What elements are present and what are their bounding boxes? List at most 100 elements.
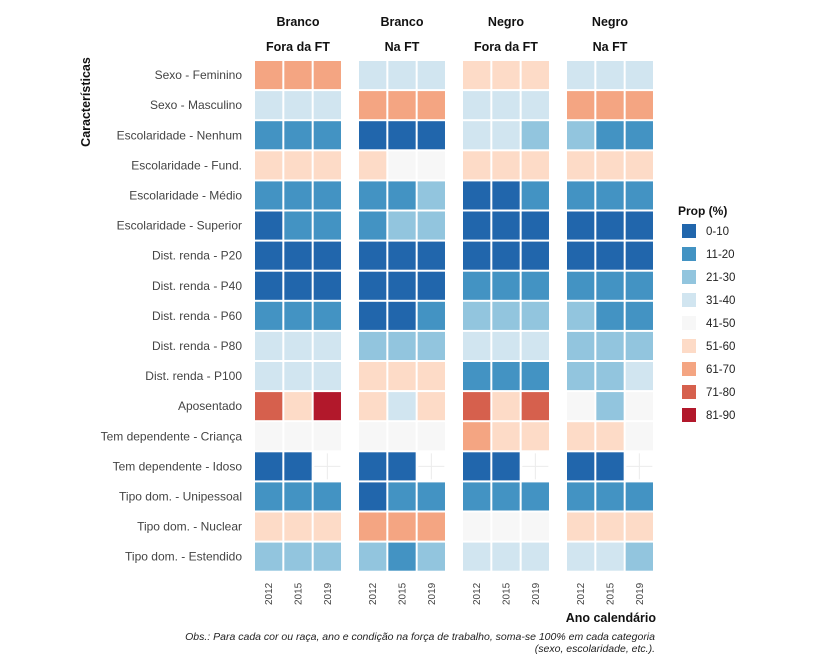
heatmap-cell	[521, 362, 549, 391]
heatmap-cell	[567, 271, 595, 300]
row-labels: Sexo - Feminino Sexo - Masculino Escolarid…	[101, 68, 243, 564]
heatmap-cell	[417, 482, 445, 511]
heatmap-cell	[359, 422, 387, 451]
heatmap-cell	[596, 452, 624, 481]
heatmap-cell	[388, 331, 416, 360]
panel-race-label: Negro	[488, 15, 524, 29]
heatmap-cell	[521, 121, 549, 150]
heatmap-cell	[596, 392, 624, 421]
heatmap-cell	[388, 362, 416, 391]
heatmap-cell	[359, 181, 387, 210]
heatmap-cell	[313, 151, 341, 180]
heatmap-cell	[313, 181, 341, 210]
heatmap-cell	[313, 211, 341, 240]
legend-swatch	[682, 224, 696, 238]
heatmap-cell	[625, 512, 653, 541]
heatmap-cell	[463, 121, 491, 150]
heatmap-cell	[567, 542, 595, 571]
row-label: Dist. renda - P80	[152, 339, 242, 353]
heatmap-cell	[417, 512, 445, 541]
heatmap-cell	[625, 211, 653, 240]
heatmap-cell	[625, 422, 653, 451]
heatmap-cell	[596, 301, 624, 330]
x-tick-label: 2019	[531, 582, 542, 605]
heatmap-cell	[463, 422, 491, 451]
heatmap-cell	[313, 392, 341, 421]
heatmap-cell	[521, 422, 549, 451]
heatmap-cell	[463, 542, 491, 571]
heatmap-cell	[463, 362, 491, 391]
heatmap-cell	[388, 542, 416, 571]
heatmap-cell	[596, 512, 624, 541]
heatmap-cell	[284, 452, 312, 481]
heatmap-cell	[521, 241, 549, 270]
heatmap-cell	[596, 422, 624, 451]
heatmap-cell	[625, 91, 653, 120]
heatmap-cell	[388, 452, 416, 481]
heatmap-cell	[284, 362, 312, 391]
heatmap-cell	[567, 452, 595, 481]
heatmap-cell	[284, 211, 312, 240]
footnote-line-2: (sexo, escolaridade, etc.).	[534, 643, 655, 655]
panel-condition-label: Fora da FT	[266, 40, 330, 54]
heatmap-cell	[492, 362, 520, 391]
legend-label: 51-60	[706, 341, 735, 353]
heatmap-cell	[255, 211, 283, 240]
heatmap-cell	[284, 241, 312, 270]
heatmap-cell	[417, 241, 445, 270]
heatmap-cell	[417, 91, 445, 120]
heatmap-cell	[388, 241, 416, 270]
row-label: Escolaridade - Superior	[117, 219, 242, 233]
heatmap-cell	[417, 181, 445, 210]
heatmap-cell	[388, 512, 416, 541]
heatmap-cell	[463, 482, 491, 511]
heatmap-cell	[625, 271, 653, 300]
heatmap-cell	[567, 211, 595, 240]
legend-swatch	[682, 339, 696, 353]
heatmap-cell	[255, 542, 283, 571]
heatmap-cell	[417, 542, 445, 571]
heatmap-cell	[625, 482, 653, 511]
heatmap-cell	[313, 61, 341, 90]
heatmap-cell	[567, 362, 595, 391]
heatmap-cell	[596, 121, 624, 150]
heatmap-cell	[284, 512, 312, 541]
heatmap-cell	[625, 301, 653, 330]
heatmap-cell	[284, 392, 312, 421]
heatmap-cell	[255, 181, 283, 210]
heatmap-cell	[284, 181, 312, 210]
heatmap-cell	[625, 241, 653, 270]
heatmap-cell	[255, 121, 283, 150]
heatmap-cell	[417, 121, 445, 150]
heatmap-cell	[388, 392, 416, 421]
heatmap-cell	[521, 542, 549, 571]
row-label: Dist. renda - P20	[152, 249, 242, 263]
heatmap-cell	[596, 542, 624, 571]
heatmap-cell	[359, 61, 387, 90]
heatmap-cell	[492, 121, 520, 150]
heatmap-cell	[255, 331, 283, 360]
heatmap-cell	[596, 482, 624, 511]
heatmap-cell	[521, 61, 549, 90]
heatmap-cell	[625, 61, 653, 90]
heatmap-cell	[313, 301, 341, 330]
panel-race-label: Negro	[592, 15, 628, 29]
heatmap-cell	[596, 331, 624, 360]
heatmap-cell	[313, 121, 341, 150]
x-tick-label: 2012	[472, 582, 483, 605]
heatmap-cell	[625, 181, 653, 210]
heatmap-cell	[492, 331, 520, 360]
heatmap-cell	[625, 542, 653, 571]
heatmap-cell	[313, 422, 341, 451]
legend-label: 61-70	[706, 364, 735, 376]
heatmap-cell	[596, 211, 624, 240]
heatmap-cell	[359, 331, 387, 360]
heatmap-cell	[313, 271, 341, 300]
heatmap-cell	[255, 301, 283, 330]
heatmap-cell	[313, 331, 341, 360]
x-tick-label: 2019	[427, 582, 438, 605]
heatmap-cell	[463, 181, 491, 210]
legend-swatch	[682, 408, 696, 422]
heatmap-cell	[313, 482, 341, 511]
heatmap-cell	[463, 271, 491, 300]
